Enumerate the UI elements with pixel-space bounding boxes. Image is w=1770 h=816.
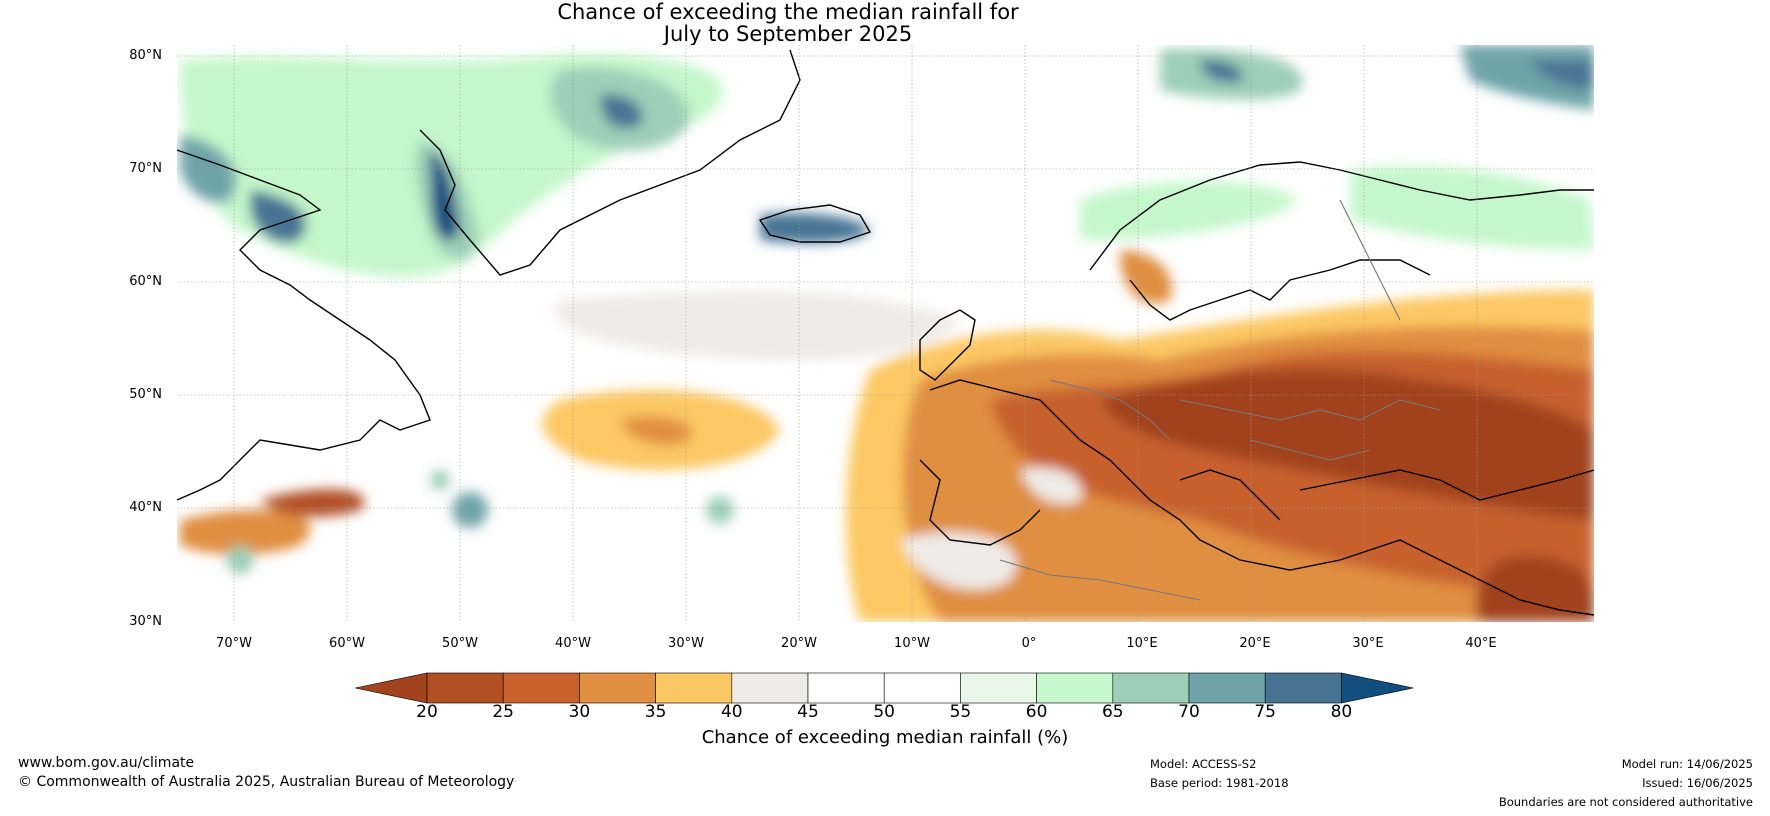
- colorbar-segment: [883, 672, 961, 704]
- issued-date: Issued: 16/06/2025: [1642, 776, 1753, 790]
- lon-label-20w: 20°W: [781, 636, 817, 651]
- colorbar-extend-low: [354, 672, 428, 704]
- graticule: [177, 45, 1594, 622]
- lon-label-50w: 50°W: [442, 636, 478, 651]
- colorbar-tick-label: 20: [416, 702, 438, 722]
- colorbar-extend-high: [1341, 672, 1414, 704]
- lon-label-40w: 40°W: [555, 636, 591, 651]
- lat-label-80n: 80°N: [129, 48, 162, 63]
- lon-label-10w: 10°W: [894, 636, 930, 651]
- colorbar-segment: [807, 672, 885, 704]
- colorbar-segment: [1264, 672, 1342, 704]
- colorbar-tick-label: 30: [568, 702, 591, 722]
- colorbar-tick-label: 40: [720, 702, 743, 722]
- rainfall-map: [177, 45, 1594, 622]
- lon-label-40e: 40°E: [1465, 636, 1497, 651]
- colorbar-tick-label: 50: [873, 702, 895, 722]
- lat-label-40n: 40°N: [129, 500, 162, 515]
- probability-field: [177, 45, 1594, 622]
- colorbar-tick-label: 80: [1330, 702, 1353, 722]
- colorbar-segment: [1036, 672, 1114, 704]
- colorbar-tick-label: 25: [492, 702, 514, 722]
- model-run-date: Model run: 14/06/2025: [1621, 757, 1753, 771]
- colorbar-segment: [426, 672, 504, 704]
- lon-label-0: 0°: [1021, 636, 1037, 651]
- model-name: Model: ACCESS-S2: [1150, 757, 1257, 771]
- lat-label-50n: 50°N: [129, 387, 162, 402]
- colorbar-segment: [960, 672, 1037, 704]
- base-period: Base period: 1981-2018: [1150, 776, 1289, 790]
- colorbar-tick-label: 65: [1101, 702, 1124, 722]
- colorbar-segment: [502, 672, 580, 704]
- lon-label-70w: 70°W: [216, 636, 252, 651]
- lat-label-60n: 60°N: [129, 274, 162, 289]
- colorbar-segment: [655, 672, 733, 704]
- colorbar-tick-label: 45: [797, 702, 819, 722]
- coastlines: [177, 49, 1594, 616]
- chart-title-line1: Chance of exceeding the median rainfall …: [557, 0, 1019, 24]
- colorbar-segment: [1188, 672, 1266, 704]
- colorbar-label: Chance of exceeding median rainfall (%): [701, 727, 1069, 748]
- boundaries-disclaimer: Boundaries are not considered authoritat…: [1498, 795, 1753, 809]
- country-borders: [999, 199, 1441, 601]
- colorbar-segments: [354, 672, 1414, 704]
- colorbar-tick-label: 60: [1025, 702, 1048, 722]
- website-link[interactable]: www.bom.gov.au/climate: [18, 755, 195, 771]
- chart-title-line2: July to September 2025: [663, 22, 913, 46]
- lon-label-30e: 30°E: [1352, 636, 1384, 651]
- copyright-text: © Commonwealth of Australia 2025, Austra…: [18, 774, 515, 790]
- colorbar-tick-label: 75: [1254, 702, 1276, 722]
- lon-label-30w: 30°W: [668, 636, 704, 651]
- lat-label-70n: 70°N: [129, 161, 162, 176]
- colorbar-segment: [731, 672, 809, 704]
- lat-label-30n: 30°N: [129, 614, 162, 629]
- lon-label-60w: 60°W: [329, 636, 365, 651]
- colorbar: [354, 672, 1414, 704]
- lon-label-10e: 10°E: [1126, 636, 1158, 651]
- colorbar-segment: [579, 672, 656, 704]
- lon-label-20e: 20°E: [1239, 636, 1271, 651]
- colorbar-segment: [1112, 672, 1190, 704]
- colorbar-tick-label: 55: [949, 702, 972, 722]
- colorbar-tick-label: 35: [644, 702, 667, 722]
- colorbar-tick-label: 70: [1178, 702, 1200, 722]
